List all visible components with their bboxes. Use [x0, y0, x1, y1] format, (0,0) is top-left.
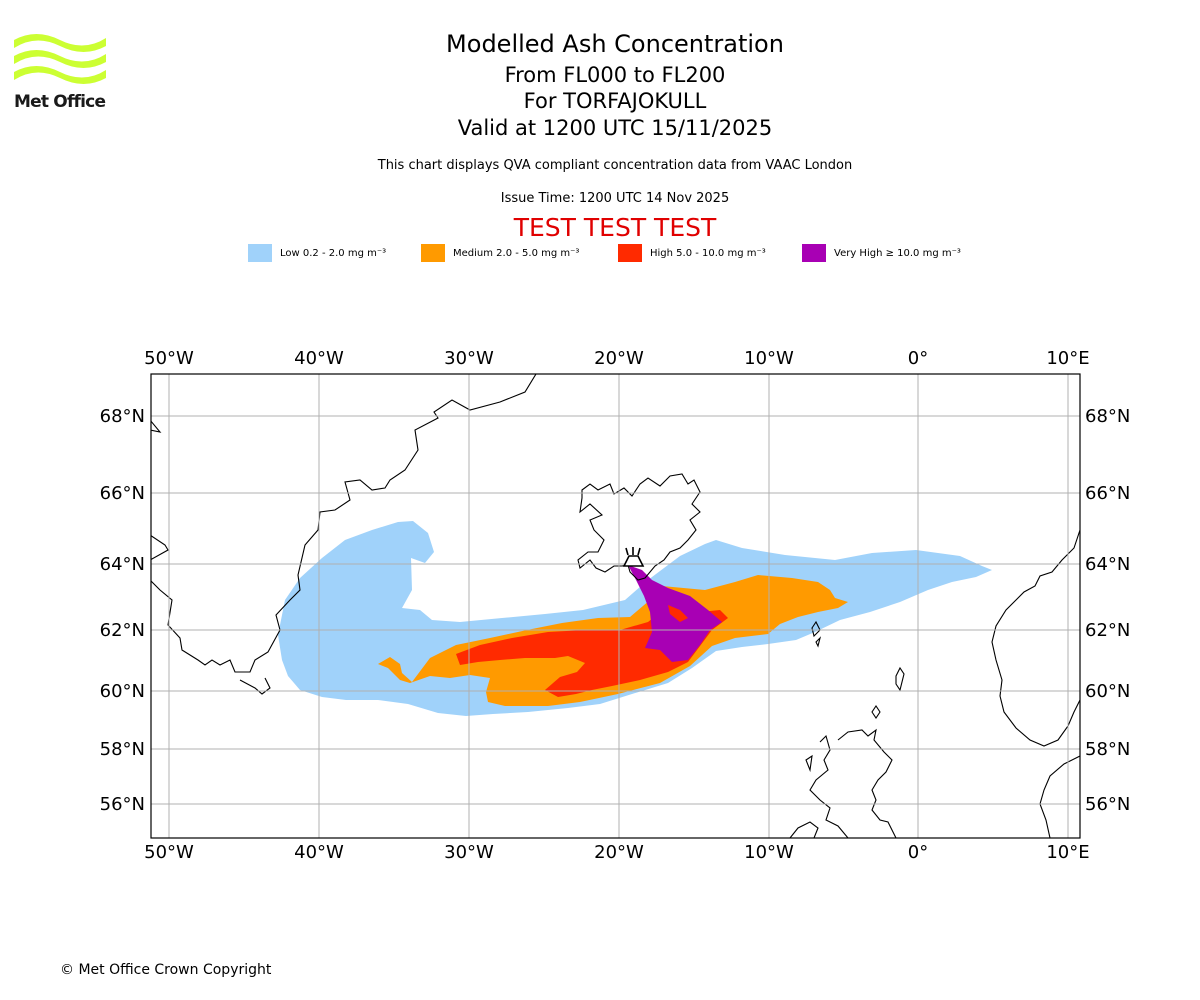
legend-item-medium: Medium 2.0 - 5.0 mg m⁻³: [421, 244, 579, 262]
lat-tick-right: 68°N: [1085, 406, 1130, 427]
map-body: [151, 374, 1080, 838]
iceland-coast: [577, 473, 701, 581]
chart-title: Modelled Ash Concentration: [446, 30, 784, 58]
flight-level-range: From FL000 to FL200: [504, 63, 726, 87]
legend-item-very-high: Very High ≥ 10.0 mg m⁻³: [802, 244, 961, 262]
met-office-logo-icon: [14, 34, 106, 84]
lat-ticks-left: 68°N 66°N 64°N 62°N 60°N 58°N 56°N: [100, 406, 145, 815]
lon-tick-top: 40°W: [294, 348, 344, 369]
legend-label-high: High 5.0 - 10.0 mg m⁻³: [650, 247, 766, 259]
lon-tick-bottom: 20°W: [594, 842, 644, 863]
graticule: [151, 374, 1080, 838]
lon-tick-top: 10°W: [744, 348, 794, 369]
lat-tick-left: 56°N: [100, 794, 145, 815]
map-frame: [150, 373, 1081, 839]
lon-tick-top: 20°W: [594, 348, 644, 369]
lat-tick-left: 60°N: [100, 681, 145, 702]
lon-tick-top: 50°W: [144, 348, 194, 369]
lat-tick-left: 68°N: [100, 406, 145, 427]
test-banner: TEST TEST TEST: [513, 213, 717, 242]
coastlines: [151, 374, 1080, 838]
lon-ticks-top: 50°W 40°W 30°W 20°W 10°W 0° 10°E: [144, 348, 1089, 369]
lon-tick-top: 10°E: [1046, 348, 1089, 369]
lat-ticks-right: 68°N 66°N 64°N 62°N 60°N 58°N 56°N: [1085, 406, 1130, 815]
lat-tick-left: 62°N: [100, 620, 145, 641]
lon-tick-bottom: 10°E: [1046, 842, 1089, 863]
legend-swatch-low: [248, 244, 272, 262]
lon-tick-bottom: 30°W: [444, 842, 494, 863]
lon-tick-top: 0°: [908, 348, 928, 369]
legend-label-low: Low 0.2 - 2.0 mg m⁻³: [280, 247, 387, 259]
lon-tick-bottom: 0°: [908, 842, 928, 863]
legend-label-medium: Medium 2.0 - 5.0 mg m⁻³: [453, 247, 580, 259]
lat-tick-right: 62°N: [1085, 620, 1130, 641]
ash-high-pocket: [668, 605, 688, 622]
lon-tick-bottom: 40°W: [294, 842, 344, 863]
legend-swatch-medium: [421, 244, 445, 262]
lat-tick-right: 58°N: [1085, 739, 1130, 760]
volcano-name: For TORFAJOKULL: [523, 89, 707, 113]
logo-text: Met Office: [14, 92, 106, 112]
lat-tick-right: 60°N: [1085, 681, 1130, 702]
lat-tick-right: 64°N: [1085, 554, 1130, 575]
lat-tick-left: 58°N: [100, 739, 145, 760]
legend-label-very-high: Very High ≥ 10.0 mg m⁻³: [834, 247, 961, 259]
valid-time: Valid at 1200 UTC 15/11/2025: [457, 116, 773, 140]
lat-tick-right: 66°N: [1085, 483, 1130, 504]
copyright-notice: © Met Office Crown Copyright: [60, 962, 272, 978]
lat-tick-left: 64°N: [100, 554, 145, 575]
issue-time: Issue Time: 1200 UTC 14 Nov 2025: [500, 191, 730, 206]
source-note: This chart displays QVA compliant concen…: [377, 158, 853, 173]
legend-swatch-high: [618, 244, 642, 262]
legend-item-high: High 5.0 - 10.0 mg m⁻³: [618, 244, 766, 262]
lon-tick-top: 30°W: [444, 348, 494, 369]
lon-ticks-bottom: 50°W 40°W 30°W 20°W 10°W 0° 10°E: [144, 842, 1089, 863]
volcano-icon: [622, 547, 645, 567]
legend-swatch-very-high: [802, 244, 826, 262]
lat-tick-left: 66°N: [100, 483, 145, 504]
lon-tick-bottom: 50°W: [144, 842, 194, 863]
lat-tick-right: 56°N: [1085, 794, 1130, 815]
legend-item-low: Low 0.2 - 2.0 mg m⁻³: [248, 244, 386, 262]
lon-tick-bottom: 10°W: [744, 842, 794, 863]
